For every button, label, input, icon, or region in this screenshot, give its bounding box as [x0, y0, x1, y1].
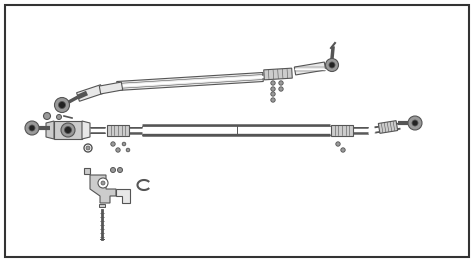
Circle shape — [55, 97, 70, 112]
Circle shape — [98, 178, 108, 188]
Polygon shape — [378, 121, 398, 133]
Polygon shape — [82, 121, 90, 139]
Circle shape — [271, 87, 275, 91]
Polygon shape — [264, 68, 292, 80]
Polygon shape — [294, 62, 326, 75]
Circle shape — [44, 112, 51, 119]
Circle shape — [56, 114, 62, 119]
Circle shape — [29, 125, 35, 131]
Circle shape — [86, 146, 90, 150]
Polygon shape — [331, 124, 353, 135]
Circle shape — [122, 142, 126, 146]
Bar — [99, 204, 105, 207]
Circle shape — [25, 121, 39, 135]
Circle shape — [58, 101, 65, 108]
Circle shape — [126, 148, 130, 152]
Circle shape — [279, 81, 283, 85]
Circle shape — [341, 148, 345, 152]
Polygon shape — [77, 85, 103, 101]
Circle shape — [110, 167, 116, 172]
Circle shape — [111, 142, 115, 146]
Circle shape — [271, 81, 275, 85]
Circle shape — [61, 123, 75, 137]
Polygon shape — [107, 124, 129, 135]
Circle shape — [118, 167, 122, 172]
Circle shape — [336, 142, 340, 146]
Circle shape — [408, 116, 422, 130]
Polygon shape — [116, 189, 130, 203]
Circle shape — [64, 127, 72, 134]
Bar — [84, 168, 90, 174]
Circle shape — [326, 58, 338, 72]
Polygon shape — [90, 175, 116, 203]
Bar — [54, 121, 82, 139]
Circle shape — [271, 92, 275, 96]
Polygon shape — [46, 121, 54, 139]
Circle shape — [116, 148, 120, 152]
Circle shape — [101, 181, 105, 185]
Circle shape — [412, 120, 418, 126]
Circle shape — [329, 62, 335, 68]
Circle shape — [279, 87, 283, 91]
Polygon shape — [99, 82, 123, 94]
Circle shape — [271, 98, 275, 102]
Polygon shape — [117, 73, 263, 90]
